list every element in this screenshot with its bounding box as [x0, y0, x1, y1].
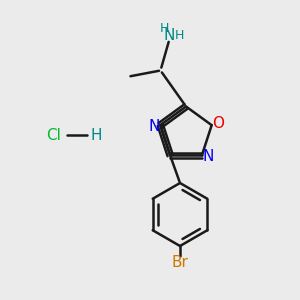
Text: O: O — [212, 116, 224, 131]
Text: H: H — [90, 128, 102, 142]
Text: H: H — [174, 29, 184, 42]
Text: N: N — [163, 28, 175, 43]
Text: N: N — [202, 149, 214, 164]
Text: Br: Br — [172, 255, 188, 270]
Text: N: N — [148, 119, 160, 134]
Text: Cl: Cl — [46, 128, 62, 142]
Text: H: H — [159, 22, 169, 35]
